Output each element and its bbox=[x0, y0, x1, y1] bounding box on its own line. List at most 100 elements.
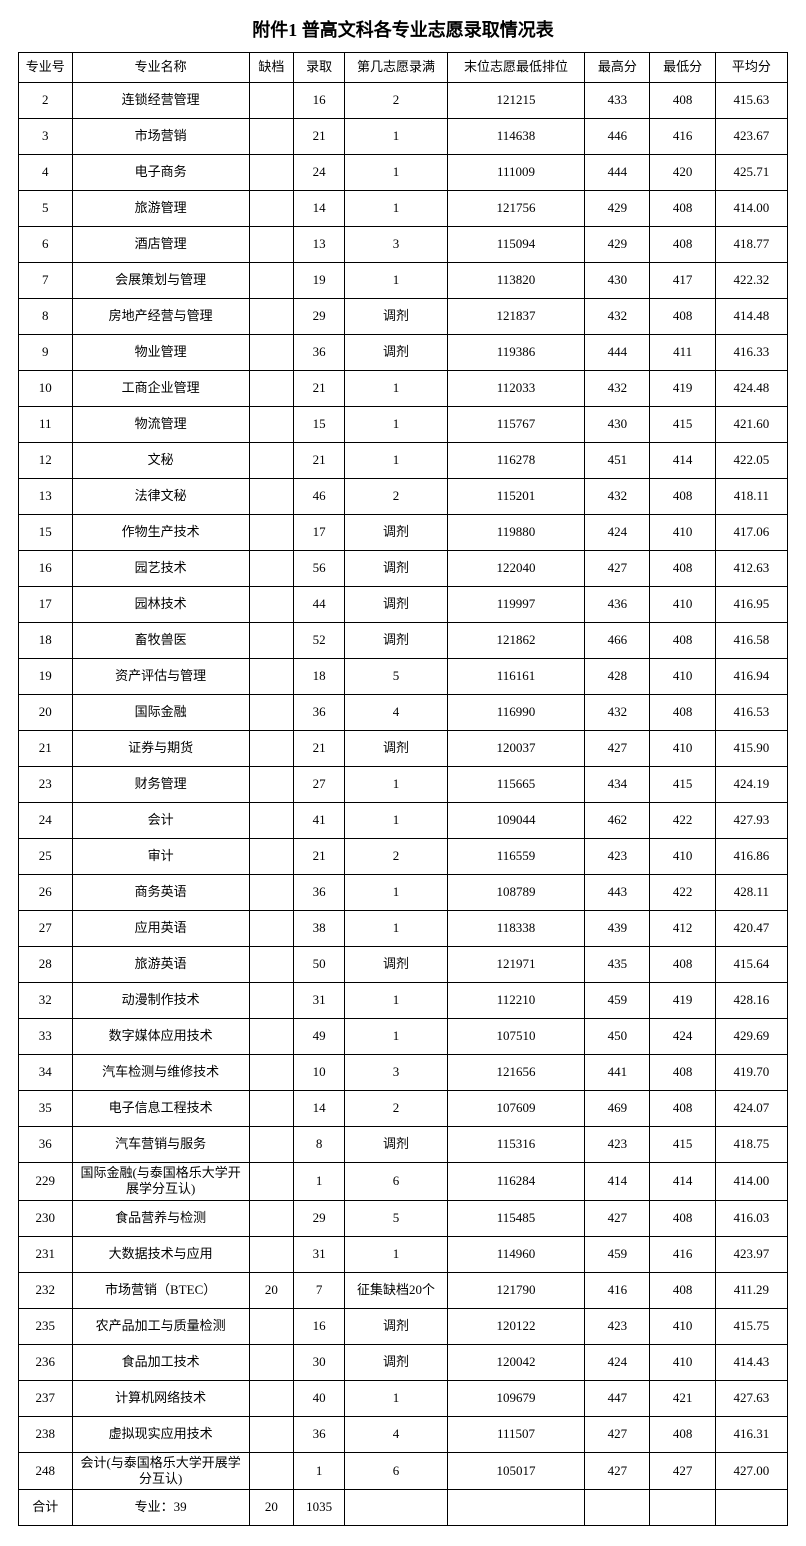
cell: 424.48 bbox=[715, 371, 787, 407]
cell: 447 bbox=[585, 1380, 650, 1416]
cell: 408 bbox=[650, 299, 715, 335]
cell: 430 bbox=[585, 407, 650, 443]
cell: 416 bbox=[650, 1236, 715, 1272]
cell: 443 bbox=[585, 875, 650, 911]
cell: 电子信息工程技术 bbox=[72, 1091, 249, 1127]
cell: 121656 bbox=[447, 1055, 584, 1091]
table-row: 2连锁经营管理162121215433408415.63 bbox=[19, 83, 788, 119]
cell: 116278 bbox=[447, 443, 584, 479]
table-row: 9物业管理36调剂119386444411416.33 bbox=[19, 335, 788, 371]
cell: 市场营销（BTEC） bbox=[72, 1272, 249, 1308]
cell: 旅游管理 bbox=[72, 191, 249, 227]
cell: 424 bbox=[585, 1344, 650, 1380]
col-header-6: 最高分 bbox=[585, 53, 650, 83]
cell: 236 bbox=[19, 1344, 73, 1380]
cell: 5 bbox=[345, 1200, 448, 1236]
table-row: 16园艺技术56调剂122040427408412.63 bbox=[19, 551, 788, 587]
cell: 商务英语 bbox=[72, 875, 249, 911]
cell bbox=[249, 1308, 293, 1344]
cell: 414.00 bbox=[715, 1163, 787, 1201]
cell: 415 bbox=[650, 1127, 715, 1163]
cell: 120122 bbox=[447, 1308, 584, 1344]
cell: 427.63 bbox=[715, 1380, 787, 1416]
cell: 1035 bbox=[293, 1490, 344, 1526]
cell: 122040 bbox=[447, 551, 584, 587]
cell: 调剂 bbox=[345, 1344, 448, 1380]
cell: 414.43 bbox=[715, 1344, 787, 1380]
cell: 114638 bbox=[447, 119, 584, 155]
page-title: 附件1 普高文科各专业志愿录取情况表 bbox=[18, 16, 788, 42]
cell: 1 bbox=[345, 983, 448, 1019]
cell: 虚拟现实应用技术 bbox=[72, 1416, 249, 1452]
cell: 会计 bbox=[72, 803, 249, 839]
cell: 调剂 bbox=[345, 623, 448, 659]
cell: 462 bbox=[585, 803, 650, 839]
cell: 应用英语 bbox=[72, 911, 249, 947]
cell: 414 bbox=[585, 1163, 650, 1201]
cell: 10 bbox=[293, 1055, 344, 1091]
cell: 469 bbox=[585, 1091, 650, 1127]
cell: 8 bbox=[19, 299, 73, 335]
cell: 408 bbox=[650, 227, 715, 263]
cell: 114960 bbox=[447, 1236, 584, 1272]
cell: 107510 bbox=[447, 1019, 584, 1055]
cell: 439 bbox=[585, 911, 650, 947]
cell: 111507 bbox=[447, 1416, 584, 1452]
cell bbox=[249, 1452, 293, 1490]
cell: 1 bbox=[345, 911, 448, 947]
cell: 16 bbox=[19, 551, 73, 587]
cell: 1 bbox=[345, 155, 448, 191]
cell: 427 bbox=[585, 551, 650, 587]
cell: 1 bbox=[345, 263, 448, 299]
cell: 合计 bbox=[19, 1490, 73, 1526]
cell: 16 bbox=[293, 1308, 344, 1344]
cell: 115316 bbox=[447, 1127, 584, 1163]
cell: 14 bbox=[293, 191, 344, 227]
table-row: 11物流管理151115767430415421.60 bbox=[19, 407, 788, 443]
cell: 21 bbox=[293, 119, 344, 155]
cell: 电子商务 bbox=[72, 155, 249, 191]
cell: 文秘 bbox=[72, 443, 249, 479]
cell: 408 bbox=[650, 1416, 715, 1452]
cell: 21 bbox=[293, 371, 344, 407]
cell: 2 bbox=[19, 83, 73, 119]
cell: 435 bbox=[585, 947, 650, 983]
table-row: 232市场营销（BTEC）207征集缺档20个121790416408411.2… bbox=[19, 1272, 788, 1308]
cell: 29 bbox=[293, 1200, 344, 1236]
cell: 会计(与泰国格乐大学开展学分互认) bbox=[72, 1452, 249, 1490]
col-header-5: 末位志愿最低排位 bbox=[447, 53, 584, 83]
cell: 调剂 bbox=[345, 947, 448, 983]
table-row: 34汽车检测与维修技术103121656441408419.70 bbox=[19, 1055, 788, 1091]
cell: 112210 bbox=[447, 983, 584, 1019]
cell: 18 bbox=[293, 659, 344, 695]
cell: 调剂 bbox=[345, 299, 448, 335]
header-row: 专业号专业名称缺档录取第几志愿录满末位志愿最低排位最高分最低分平均分 bbox=[19, 53, 788, 83]
cell bbox=[249, 1055, 293, 1091]
cell: 4 bbox=[19, 155, 73, 191]
cell: 416 bbox=[650, 119, 715, 155]
table-row: 27应用英语381118338439412420.47 bbox=[19, 911, 788, 947]
cell: 107609 bbox=[447, 1091, 584, 1127]
cell bbox=[249, 1091, 293, 1127]
cell: 415.63 bbox=[715, 83, 787, 119]
cell: 13 bbox=[293, 227, 344, 263]
table-row: 248会计(与泰国格乐大学开展学分互认)16105017427427427.00 bbox=[19, 1452, 788, 1490]
cell: 451 bbox=[585, 443, 650, 479]
table-row: 19资产评估与管理185116161428410416.94 bbox=[19, 659, 788, 695]
cell: 248 bbox=[19, 1452, 73, 1490]
cell: 1 bbox=[345, 407, 448, 443]
cell: 416.95 bbox=[715, 587, 787, 623]
cell: 畜牧兽医 bbox=[72, 623, 249, 659]
cell: 429 bbox=[585, 227, 650, 263]
cell: 调剂 bbox=[345, 731, 448, 767]
cell: 432 bbox=[585, 371, 650, 407]
cell: 118338 bbox=[447, 911, 584, 947]
cell: 36 bbox=[293, 875, 344, 911]
cell: 444 bbox=[585, 155, 650, 191]
cell: 423 bbox=[585, 1127, 650, 1163]
col-header-1: 专业名称 bbox=[72, 53, 249, 83]
cell: 21 bbox=[19, 731, 73, 767]
cell: 422 bbox=[650, 875, 715, 911]
cell: 1 bbox=[293, 1452, 344, 1490]
cell bbox=[249, 479, 293, 515]
